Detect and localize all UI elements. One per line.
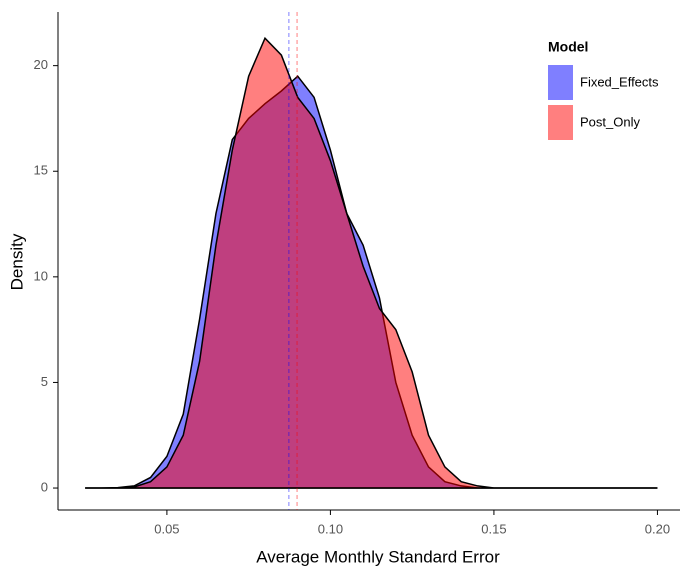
y-tick-label: 15 [34, 163, 48, 178]
y-tick-label: 0 [41, 479, 48, 494]
y-tick-label: 20 [34, 57, 48, 72]
legend-title: Model [548, 39, 588, 55]
x-tick-label: 0.20 [645, 521, 670, 536]
x-axis-title: Average Monthly Standard Error [256, 547, 500, 566]
legend-key [548, 65, 573, 100]
legend-label: Fixed_Effects [580, 74, 659, 89]
y-axis-title: Density [7, 233, 26, 290]
legend-key [548, 105, 573, 140]
x-tick-label: 0.05 [154, 521, 179, 536]
y-tick-label: 10 [34, 268, 48, 283]
x-tick-label: 0.10 [318, 521, 343, 536]
legend-label: Post_Only [580, 114, 640, 129]
y-tick-label: 5 [41, 374, 48, 389]
density-area [85, 36, 658, 489]
x-tick-label: 0.15 [481, 521, 506, 536]
